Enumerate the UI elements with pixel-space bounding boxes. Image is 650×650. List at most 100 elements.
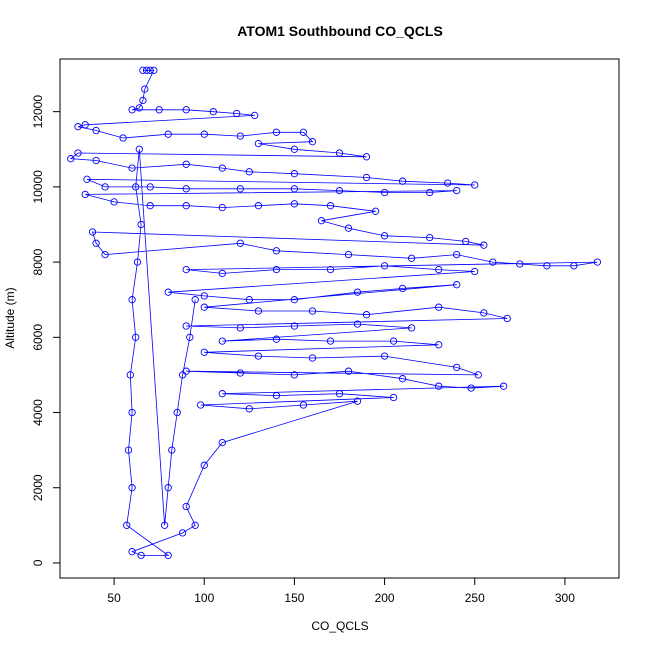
data-point	[92, 126, 100, 135]
data-point	[173, 408, 181, 417]
data-point	[164, 130, 172, 138]
data-point	[182, 202, 190, 210]
data-point	[92, 156, 100, 165]
data-point	[133, 258, 142, 266]
data-point	[236, 369, 244, 377]
data-point	[182, 160, 190, 168]
data-point	[317, 217, 326, 225]
data-point	[137, 551, 145, 560]
data-point	[254, 139, 263, 148]
data-point	[471, 181, 479, 189]
data-point	[308, 138, 317, 146]
data-point	[398, 375, 407, 383]
data-point	[92, 239, 100, 247]
data-point	[67, 155, 75, 163]
data-point	[462, 237, 470, 246]
data-point	[101, 183, 109, 191]
data-point	[380, 188, 389, 197]
data-point	[160, 521, 169, 529]
data-point	[137, 220, 145, 229]
series-line	[69, 69, 598, 556]
data-point	[299, 128, 308, 136]
data-point	[326, 265, 335, 274]
data-point	[132, 333, 140, 341]
data-point	[326, 337, 335, 345]
data-point	[155, 106, 163, 114]
data-point	[218, 438, 226, 447]
data-point	[182, 185, 190, 193]
data-point	[435, 341, 443, 349]
data-point	[164, 288, 172, 296]
data-point	[362, 153, 371, 161]
data-point	[200, 461, 208, 469]
data-point	[141, 85, 149, 93]
data-point	[135, 145, 143, 153]
data-point	[453, 186, 461, 195]
data-point	[444, 179, 452, 187]
data-point	[164, 484, 172, 492]
data-point	[371, 207, 380, 215]
y-tick-label: 2000	[31, 474, 45, 501]
data-point	[272, 247, 281, 255]
x-tick-label: 100	[194, 591, 214, 605]
data-point	[380, 262, 389, 270]
data-point	[139, 96, 147, 105]
data-point	[499, 382, 508, 390]
data-point	[218, 269, 226, 278]
data-point	[146, 202, 154, 210]
data-point	[344, 250, 353, 259]
data-point	[110, 198, 118, 206]
data-point	[124, 446, 133, 454]
data-point	[326, 202, 335, 210]
x-axis: 50 100 150 200 250 300	[107, 578, 575, 605]
data-point	[474, 371, 482, 379]
data-point	[200, 292, 208, 300]
data-point	[335, 390, 344, 398]
data-point	[139, 66, 147, 74]
data-point	[245, 168, 253, 176]
data-point	[254, 352, 263, 360]
data-point	[272, 265, 281, 274]
data-point	[178, 529, 187, 537]
x-tick-label: 150	[284, 591, 304, 605]
data-point	[254, 307, 263, 315]
data-point	[344, 224, 353, 232]
data-point	[290, 170, 299, 178]
data-point	[142, 66, 151, 74]
data-point	[197, 401, 205, 409]
y-tick-label: 6000	[31, 324, 45, 351]
data-point	[335, 186, 344, 195]
data-point	[186, 333, 194, 341]
data-point	[471, 267, 479, 276]
y-tick-label: 0	[31, 559, 45, 566]
data-point	[407, 254, 416, 262]
data-point	[233, 109, 241, 118]
data-point	[516, 260, 524, 268]
y-axis-label: Altitude (m)	[3, 287, 17, 348]
data-point	[81, 121, 89, 129]
data-point	[251, 111, 259, 120]
data-point	[146, 183, 154, 191]
data-point	[344, 367, 353, 375]
data-point	[128, 548, 136, 556]
data-point	[236, 324, 244, 332]
data-point	[88, 228, 97, 236]
data-point	[218, 164, 226, 172]
data-point	[290, 322, 299, 330]
data-point	[380, 232, 389, 240]
x-tick-label: 300	[555, 591, 575, 605]
data-point	[74, 149, 82, 157]
data-point	[146, 66, 154, 74]
data-point	[135, 104, 143, 112]
data-point	[398, 177, 407, 185]
data-point	[128, 408, 136, 417]
data-point	[164, 551, 172, 560]
data-point	[290, 296, 299, 304]
data-point	[191, 296, 199, 304]
data-point	[182, 106, 190, 114]
data-point	[83, 175, 91, 183]
data-point	[480, 241, 488, 249]
data-point	[123, 521, 131, 529]
data-point	[353, 288, 362, 296]
